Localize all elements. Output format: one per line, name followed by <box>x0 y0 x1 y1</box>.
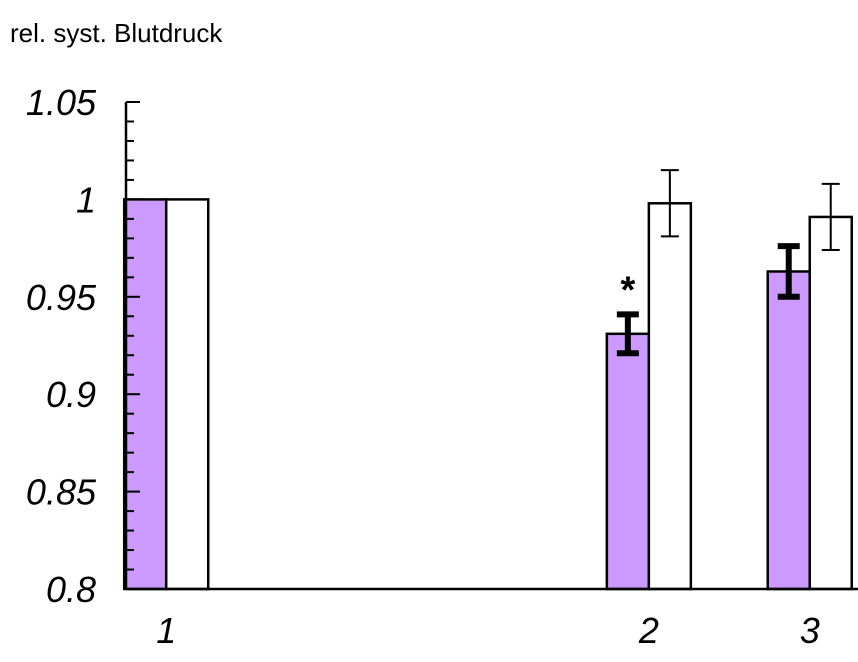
error-bar-series1-cat2 <box>616 311 639 357</box>
x-tick-label: 2 <box>638 610 659 651</box>
y-tick-label: 1.05 <box>26 82 97 123</box>
error-bars-layer <box>616 169 840 357</box>
bar-series2-cat3 <box>808 215 853 591</box>
bars-layer <box>122 198 853 591</box>
y-tick-label: 0.8 <box>46 569 96 610</box>
chart-title: rel. syst. Blutdruck <box>10 18 223 48</box>
x-tick-label: 1 <box>156 610 176 651</box>
bar-series2-cat2 <box>647 202 693 591</box>
axes-layer <box>124 101 858 591</box>
error-bar-series1-cat3 <box>777 243 800 300</box>
x-tick-label: 3 <box>800 610 820 651</box>
significance-marker: * <box>620 269 635 311</box>
error-bar-series2-cat2 <box>660 169 679 238</box>
bar-series2-cat1 <box>164 198 210 591</box>
labels-layer: 1 2 3 * 0.8 0.85 0.9 0.95 1 1.05 <box>26 82 820 651</box>
y-tick-label: 1 <box>76 179 96 220</box>
y-tick-label: 0.85 <box>26 472 97 513</box>
y-tick-label: 0.95 <box>26 277 97 318</box>
y-tick-label: 0.9 <box>46 374 96 415</box>
bar-series1-cat3 <box>766 270 811 591</box>
error-bar-series2-cat3 <box>821 182 840 252</box>
bar-series1-cat2 <box>605 332 651 591</box>
